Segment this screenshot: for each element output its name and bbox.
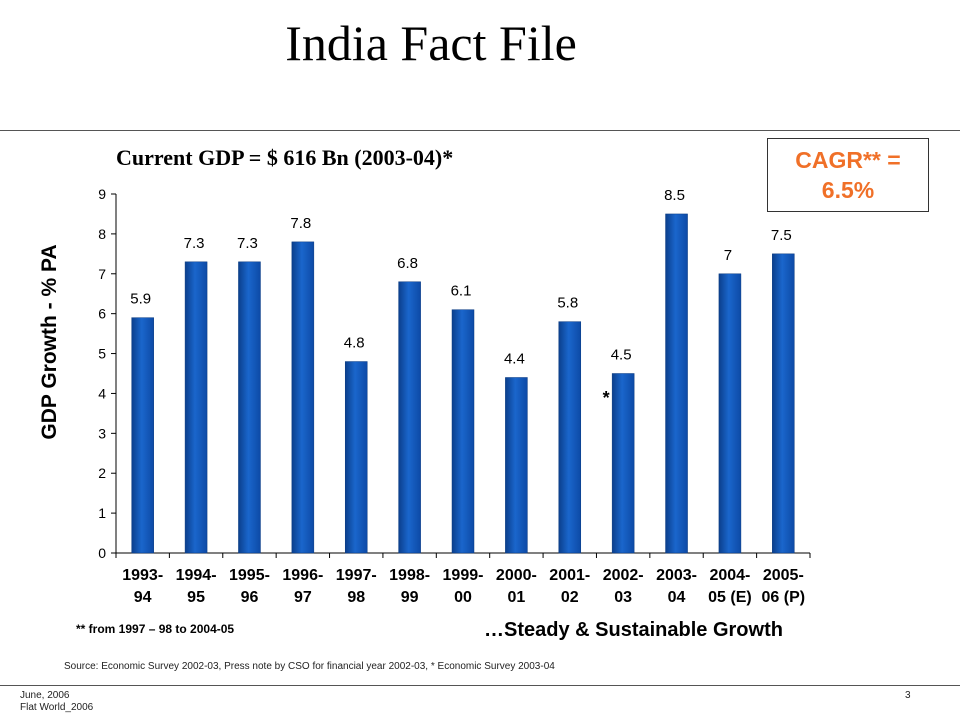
bar-value-label: 4.8 [344,335,365,352]
y-tick-label: 5 [98,346,106,362]
x-category-label: 98 [347,589,365,606]
bar [718,273,742,554]
x-category-label: 97 [294,589,312,606]
x-category-label: 2002- [603,567,644,584]
cagr-label: CAGR** = [795,147,901,173]
x-category-label: 1997- [336,567,377,584]
y-tick-label: 3 [98,425,106,441]
bar-value-label: 7.3 [237,235,258,252]
cagr-box: CAGR** = 6.5% [767,138,929,212]
y-tick-label: 2 [98,465,106,481]
x-category-label: 1996- [282,567,323,584]
x-category-label: 2000- [496,567,537,584]
tagline: …Steady & Sustainable Growth [484,619,783,641]
x-category-label: 2001- [549,567,590,584]
bar [398,281,421,554]
bar [772,253,795,554]
bar-value-label: 7.5 [771,227,792,244]
y-tick-label: 0 [98,545,106,561]
x-category-label: 2004- [709,567,750,584]
x-category-label: 04 [668,589,686,606]
bar [558,321,582,554]
bar-value-label: 7 [724,247,732,264]
x-category-label: 1999- [443,567,484,584]
x-category-label: 94 [134,589,152,606]
bar-value-label: 7.3 [184,235,205,252]
x-category-label: 1994- [176,567,217,584]
bar [611,373,635,554]
y-tick-label: 4 [98,385,106,401]
bar-value-label: 5.9 [130,291,151,308]
bar-value-label: 4.5 [611,347,632,364]
x-category-label: 1993- [122,567,163,584]
bottom-divider [0,685,960,686]
top-divider [0,130,960,131]
x-category-label: 1995- [229,567,270,584]
y-tick-label: 9 [98,186,106,202]
bar [665,213,688,554]
x-category-label: 03 [614,589,632,606]
bar-value-label: 6.1 [451,283,472,300]
bar [505,377,528,554]
gdp-subtitle: Current GDP = $ 616 Bn (2003-04)* [116,145,454,170]
y-tick-label: 8 [98,226,106,242]
bar [184,261,208,554]
footer: June, 2006 Flat World_2006 [20,690,93,714]
bar [238,261,261,554]
x-category-label: 1998- [389,567,430,584]
x-category-label: 2003- [656,567,697,584]
footer-name: Flat World_2006 [20,702,94,713]
bar [291,241,315,554]
x-category-label: 96 [241,589,259,606]
x-category-label: 05 (E) [708,589,752,606]
cagr-value: 6.5% [821,177,875,203]
bar-value-label: 4.4 [504,350,525,367]
page-number: 3 [905,690,911,701]
x-category-label: 01 [507,589,525,606]
bar [131,317,154,554]
asterisk-annotation: * [603,388,610,408]
x-category-label: 99 [401,589,419,606]
y-tick-label: 1 [98,505,106,521]
y-tick-label: 7 [98,266,106,282]
bar [344,361,368,554]
x-category-label: 02 [561,589,579,606]
cagr-footnote: ** from 1997 – 98 to 2004-05 [76,622,235,636]
bar-value-label: 8.5 [664,187,685,204]
x-category-label: 06 (P) [762,589,806,606]
bar-value-label: 7.8 [290,215,311,232]
bar-value-label: 6.8 [397,255,418,272]
bar-value-label: 5.8 [557,295,578,312]
x-category-label: 95 [187,589,205,606]
x-category-label: 00 [454,589,472,606]
x-category-label: 2005- [763,567,804,584]
bar [451,309,475,554]
y-tick-label: 6 [98,306,106,322]
slide-title: India Fact File [285,15,577,71]
source-note: Source: Economic Survey 2002-03, Press n… [64,661,555,672]
footer-date: June, 2006 [20,690,70,701]
